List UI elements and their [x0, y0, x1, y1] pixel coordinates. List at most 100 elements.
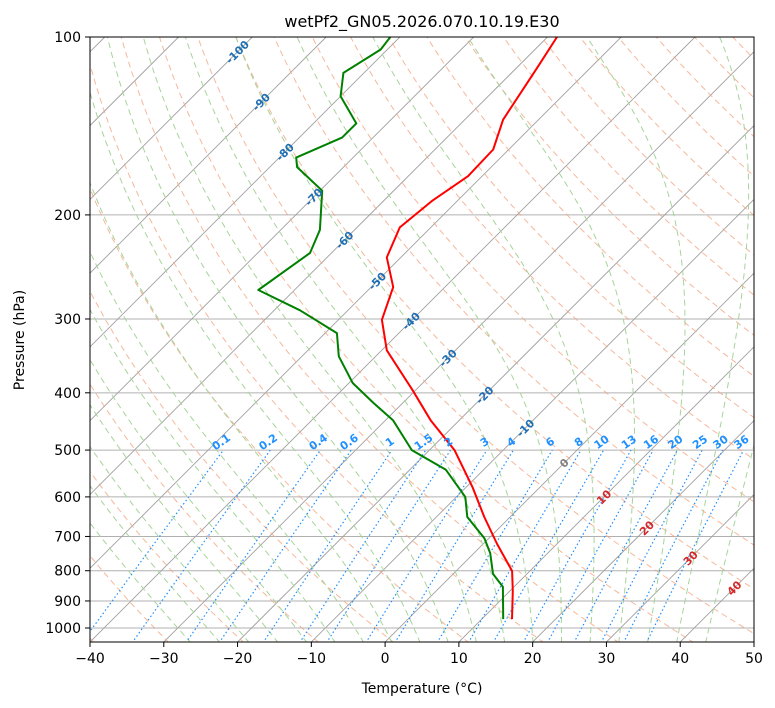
dry-adiabat-line [760, 26, 775, 643]
y-tick-label: 800 [54, 564, 81, 580]
dry-adiabat-line [90, 62, 544, 642]
moist-adiabat-line [90, 250, 364, 642]
isotherm-label: 40 [725, 578, 745, 598]
mixing-ratio-label: 16 [641, 432, 661, 452]
isotherm-label: 20 [637, 518, 657, 538]
isotherm-label: 0 [557, 456, 572, 471]
y-tick-label: 600 [54, 490, 81, 506]
moist-adiabat-line [90, 181, 393, 642]
moist-adiabat-line [90, 308, 336, 642]
mixing-ratio-line [299, 449, 427, 642]
mixing-ratio-label: 1 [383, 435, 397, 450]
x-tick-label: −10 [297, 651, 327, 667]
isotherm-line [237, 124, 754, 642]
dry-adiabat-line [540, 37, 754, 256]
mixing-ratio-line [131, 449, 271, 642]
dry-adiabat-line [731, 37, 754, 60]
dry-adiabat-line [197, 37, 754, 635]
y-tick-label: 100 [54, 30, 81, 46]
mixing-ratio-line [573, 449, 678, 642]
isotherm-label: -20 [473, 383, 496, 406]
moist-adiabat-line [235, 37, 534, 642]
background-lines [90, 26, 775, 643]
isotherm-line [458, 346, 754, 642]
x-tick-label: −20 [223, 651, 253, 667]
isotherm-label: -70 [302, 185, 325, 208]
isotherm-line [532, 420, 754, 642]
dry-adiabat-line [464, 37, 754, 337]
dry-adiabat-line [273, 37, 754, 546]
mixing-ratio-line [326, 449, 452, 642]
chart-title: wetPf2_GN05.2026.070.10.19.E30 [284, 12, 559, 32]
moist-adiabat-line [142, 37, 477, 642]
mixing-ratio-line [547, 449, 654, 642]
moist-adiabat-line [106, 37, 449, 642]
temperature-line [380, 37, 558, 620]
y-tick-label: 900 [54, 594, 81, 610]
moist-adiabat-line [676, 37, 750, 642]
mixing-ratio-line [600, 449, 703, 642]
mixing-ratio-label: 6 [543, 435, 557, 450]
moist-adiabat-line [90, 90, 421, 642]
isotherm-line [606, 493, 754, 642]
mixing-ratio-line [185, 449, 321, 642]
moist-adiabat-line [90, 403, 279, 642]
dry-adiabat-line [311, 37, 754, 503]
mixing-ratio-line [365, 449, 488, 642]
dry-adiabat-line [502, 37, 754, 296]
isotherm-label: 30 [681, 548, 701, 568]
x-tick-label: 20 [524, 651, 542, 667]
mixing-ratio-line [90, 449, 224, 633]
y-axis-label: Pressure (hPa) [12, 290, 28, 390]
isotherm-label: 10 [594, 487, 614, 507]
isotherm-line [90, 37, 622, 569]
dry-adiabat-line [120, 37, 619, 642]
dry-adiabat-line [90, 187, 469, 642]
isotherm-line [90, 37, 548, 496]
dry-adiabat-line [90, 470, 244, 642]
isotherm-label: -50 [366, 269, 389, 292]
dry-adiabat-line [90, 383, 319, 642]
isotherm-line [90, 37, 327, 274]
x-tick-label: 10 [450, 651, 468, 667]
moist-adiabat-line [467, 37, 635, 642]
mixing-ratio-line [623, 449, 724, 642]
isotherm-line [90, 37, 401, 348]
isotherm-label: -30 [437, 346, 460, 369]
isotherm-line [311, 198, 754, 642]
mixing-ratio-label: 30 [711, 432, 731, 452]
x-axis-label: Temperature (°C) [361, 681, 483, 697]
mixing-ratio-label: 8 [572, 435, 586, 450]
moist-adiabat-line [705, 443, 754, 642]
x-tick-label: 50 [745, 651, 763, 667]
isotherm-label: -10 [514, 416, 537, 439]
moist-adiabat-line [372, 37, 595, 642]
x-tick-label: −40 [75, 651, 105, 667]
x-tick-label: 0 [381, 651, 390, 667]
x-tick-label: −30 [149, 651, 179, 667]
y-tick-label: 300 [54, 312, 81, 328]
isotherm-label: -40 [400, 309, 423, 332]
dry-adiabat-line [617, 37, 754, 177]
mixing-ratio-line [262, 449, 393, 642]
y-tick-label: 200 [54, 208, 81, 224]
dry-adiabat-line [388, 37, 754, 419]
dry-adiabat-line [655, 37, 754, 138]
mixing-ratio-line [522, 449, 632, 642]
moist-adiabat-line [90, 484, 221, 642]
dewpoint-line [257, 37, 505, 620]
mixing-ratio-label: 10 [592, 432, 612, 452]
plot-frame [89, 36, 755, 643]
y-tick-label: 1000 [45, 621, 81, 637]
line-labels: 0.1 0.2 0.4 0.6 1 1.5 2 3 4 6 8 10 13 16 20 25 30 36-100-… [210, 38, 752, 599]
isotherm-line [753, 641, 754, 642]
dry-adiabat-line [90, 290, 394, 642]
dry-adiabat-line [158, 37, 694, 642]
data-series [257, 37, 558, 620]
mixing-ratio-line [468, 449, 582, 642]
mixing-ratio-line [646, 449, 745, 642]
moist-adiabat-line [90, 522, 191, 642]
dry-adiabat-line [235, 37, 754, 590]
y-tick-label: 700 [54, 529, 81, 545]
